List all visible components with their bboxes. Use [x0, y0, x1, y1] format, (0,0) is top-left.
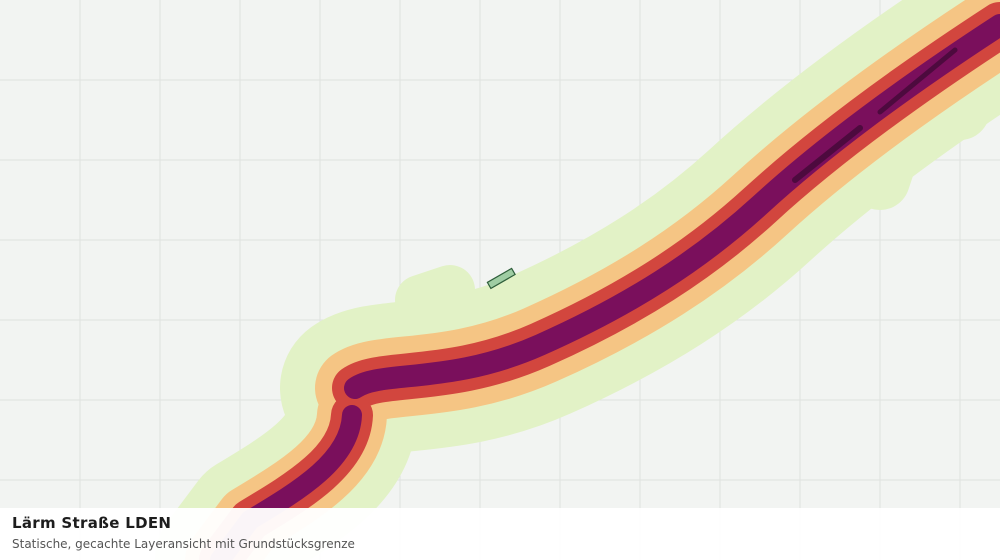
parcel-boundary [486, 267, 516, 290]
layer-subtitle: Statische, gecachte Layeransicht mit Gru… [12, 537, 355, 551]
noise-band-max [792, 47, 958, 183]
layer-title: Lärm Straße LDEN [12, 514, 172, 532]
info-panel: Lärm Straße LDEN Statische, gecachte Lay… [0, 508, 1000, 560]
